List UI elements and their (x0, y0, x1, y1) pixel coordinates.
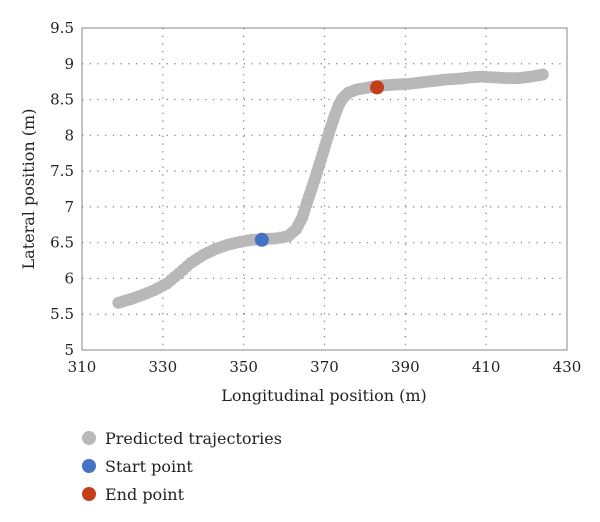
start-point (254, 232, 269, 247)
x-tick-label: 430 (553, 358, 582, 376)
legend-item-end: End point (82, 480, 282, 508)
legend-label-start: Start point (105, 456, 193, 476)
y-tick-labels: 5 5.5 6 6.5 7 7.5 8 8.5 9 9.5 (50, 19, 74, 359)
x-tick-label: 330 (149, 358, 178, 376)
y-tick-label: 5 (64, 341, 74, 359)
end-point (370, 80, 385, 95)
y-axis-label: Lateral position (m) (19, 109, 38, 270)
data-points (112, 68, 549, 309)
y-tick-label: 5.5 (50, 305, 74, 323)
x-axis-label: Longitudinal position (m) (221, 386, 427, 405)
y-tick-label: 7 (64, 198, 74, 216)
legend-label-end: End point (105, 484, 185, 504)
y-tick-label: 8.5 (50, 91, 74, 109)
legend-swatch-predicted (82, 431, 96, 445)
x-tick-label: 350 (229, 358, 258, 376)
trajectory-chart: 310 330 350 370 390 410 430 5 5.5 6 6.5 7 7.5 8 8.5 9 9… (19, 19, 582, 405)
legend-label-predicted: Predicted trajectories (105, 428, 282, 448)
legend-swatch-end (82, 487, 96, 501)
y-tick-label: 6.5 (50, 234, 74, 252)
y-tick-label: 6 (64, 269, 74, 287)
x-tick-labels: 310 330 350 370 390 410 430 (68, 358, 582, 376)
y-tick-label: 8 (64, 126, 74, 144)
x-tick-label: 410 (472, 358, 501, 376)
x-tick-label: 310 (68, 358, 97, 376)
legend-swatch-start (82, 459, 96, 473)
legend-item-start: Start point (82, 452, 282, 480)
x-tick-label: 370 (310, 358, 339, 376)
predicted-point (536, 68, 549, 81)
x-tick-label: 390 (391, 358, 420, 376)
legend: Predicted trajectories Start point End p… (82, 424, 282, 508)
y-tick-label: 7.5 (50, 162, 74, 180)
y-tick-label: 9.5 (50, 19, 74, 37)
legend-item-predicted: Predicted trajectories (82, 424, 282, 452)
y-tick-label: 9 (64, 55, 74, 73)
